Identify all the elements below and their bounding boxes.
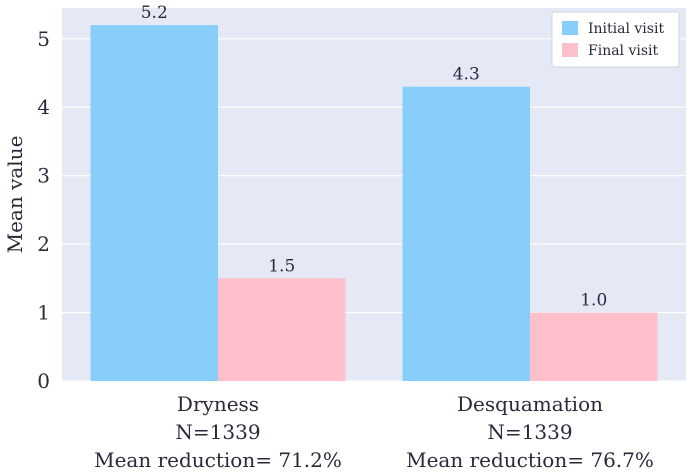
bar	[90, 25, 218, 381]
y-axis-title: Mean value	[3, 136, 27, 254]
y-tick-label: 0	[37, 369, 50, 393]
bar-value-label: 1.5	[268, 256, 295, 276]
bars	[90, 25, 658, 381]
bar	[530, 312, 658, 381]
legend-swatch	[562, 43, 578, 57]
legend-box	[551, 11, 680, 68]
y-tick-label: 1	[37, 301, 50, 325]
y-tick-label: 5	[37, 27, 50, 51]
y-tick-label: 3	[37, 164, 50, 188]
bar-value-label: 1.0	[580, 291, 607, 311]
legend-swatch	[562, 21, 578, 35]
bar	[218, 278, 346, 381]
x-tick-label: Desquamation N=1339 Mean reduction= 76.7%	[406, 392, 654, 472]
x-axis: Dryness N=1339 Mean reduction= 71.2% Desqua…	[94, 392, 654, 472]
bar	[402, 86, 530, 381]
bar-value-label: 4.3	[453, 65, 480, 85]
legend-label: Final visit	[588, 43, 659, 59]
y-tick-label: 2	[37, 232, 50, 256]
legend: Initial visit Final visit	[551, 11, 680, 68]
legend-label: Initial visit	[588, 21, 664, 37]
data-labels: 5.2 4.3 1.5 1.0	[141, 3, 608, 310]
y-axis: 0 1 2 3 4 5	[37, 27, 50, 393]
y-tick-label: 4	[37, 95, 50, 119]
x-tick-label: Dryness N=1339 Mean reduction= 71.2%	[94, 392, 342, 472]
bar-value-label: 5.2	[141, 3, 168, 23]
